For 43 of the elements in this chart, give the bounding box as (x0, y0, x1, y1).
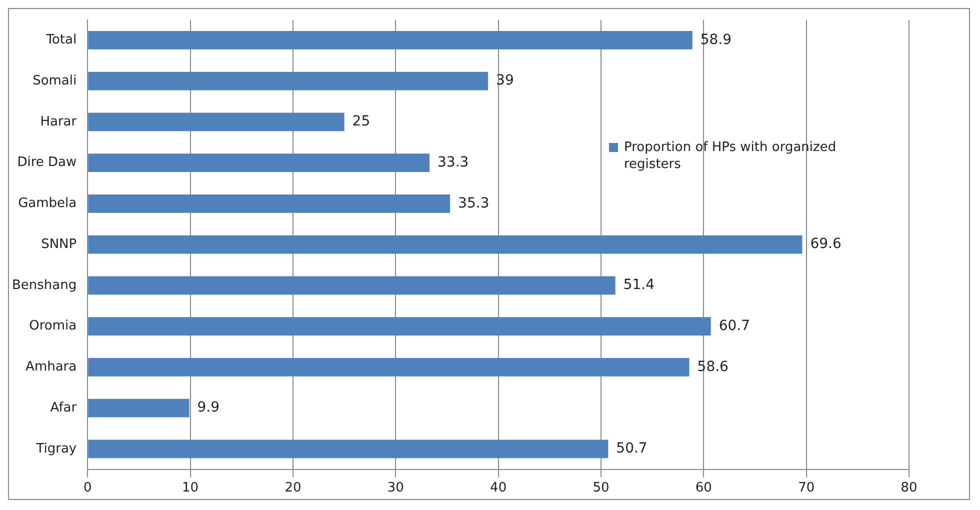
x-tick-label: 60 (695, 480, 712, 496)
data-label: 39 (496, 72, 514, 89)
data-label: 58.6 (697, 358, 729, 375)
bar (88, 194, 450, 213)
x-tick-label: 50 (592, 480, 610, 496)
data-label: 69.6 (810, 236, 842, 252)
data-label: 50.7 (616, 440, 648, 457)
x-tick-label: 40 (490, 480, 507, 496)
data-label: 51.4 (623, 277, 655, 294)
bar (88, 358, 690, 376)
y-tick-label: Somali (32, 73, 77, 88)
x-tick-label: 10 (182, 480, 199, 496)
legend-label: Proportion of HPs with organized registers (624, 139, 838, 173)
bar (88, 398, 190, 418)
bar (88, 235, 802, 254)
x-tick-label: 80 (900, 480, 918, 496)
bar (88, 31, 692, 50)
y-tick-label: Afar (50, 400, 78, 416)
data-label: 25 (352, 114, 370, 130)
data-label: 33.3 (438, 154, 469, 170)
x-tick-label: 70 (798, 480, 815, 496)
data-label: 35.3 (458, 195, 490, 212)
bar (88, 317, 711, 336)
x-tick-label: 20 (284, 480, 302, 496)
x-tick-label: 0 (83, 480, 92, 496)
bar (88, 276, 616, 295)
y-tick-label: Gambela (18, 196, 77, 212)
data-label: 58.9 (700, 32, 732, 48)
y-tick-label: Amhara (26, 360, 77, 375)
y-tick-label: Benshang (12, 278, 77, 293)
bar (88, 72, 488, 90)
data-label: 60.7 (718, 318, 750, 334)
bar (88, 440, 608, 458)
y-tick-label: Oromia (29, 318, 77, 334)
x-tick-label: 30 (387, 480, 404, 496)
y-tick-label: Dire Daw (17, 155, 77, 170)
bar (88, 154, 430, 172)
y-tick-label: Total (45, 32, 77, 48)
y-tick-label: SNNP (41, 236, 77, 252)
y-tick-label: Harar (40, 114, 78, 130)
data-label: 9.9 (197, 400, 220, 416)
bar (88, 112, 344, 132)
y-tick-label: Tigray (35, 441, 77, 456)
